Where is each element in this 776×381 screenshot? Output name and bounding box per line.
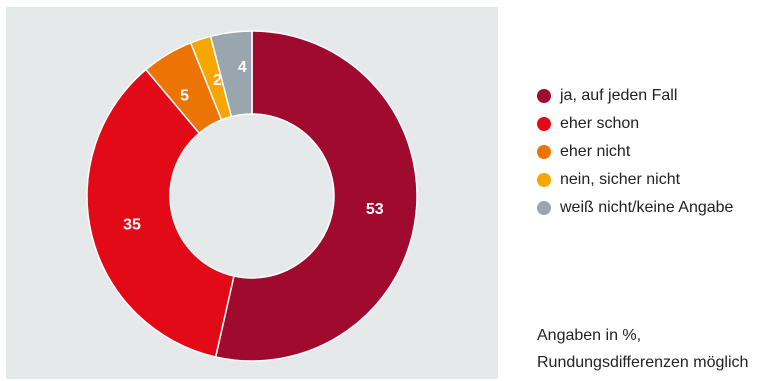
legend-item-2: eher schon (537, 110, 733, 138)
slice-5 (209, 30, 253, 118)
legend-item-5: weiß nicht/keine Angabe (537, 194, 733, 222)
slice-label-4: 2 (213, 72, 222, 89)
legend-label-4: nein, sicher nicht (560, 171, 681, 188)
slice-label-2: 35 (123, 217, 141, 234)
legend-marker-3 (537, 145, 551, 159)
chart-panel: 53 35 5 2 4 (6, 7, 498, 379)
slice-label-5: 4 (238, 59, 247, 76)
donut-chart: 53 35 5 24 (86, 30, 418, 362)
slice-label-3: 5 (180, 88, 189, 105)
footnote: Angaben in %, Rundungsdifferenzen möglic… (537, 322, 748, 376)
legend: ja, auf jeden Fall eher schon eher nicht ne… (537, 82, 733, 222)
legend-item-3: eher nicht (537, 138, 733, 166)
legend-marker-5 (537, 201, 551, 215)
legend-label-1: ja, auf jeden Fall (560, 87, 678, 104)
legend-label-2: eher schon (560, 115, 640, 132)
legend-item-4: nein, sicher nicht (537, 166, 733, 194)
legend-marker-1 (537, 89, 551, 103)
legend-label-5: weiß nicht/keine Angabe (560, 199, 734, 216)
legend-marker-2 (537, 117, 551, 131)
legend-marker-4 (537, 173, 551, 187)
slice-label-1: 53 (366, 201, 384, 218)
legend-label-3: eher nicht (560, 143, 631, 160)
footnote-line-2: Rundungsdifferenzen möglich (537, 354, 749, 371)
slice-1 (214, 30, 418, 362)
legend-item-1: ja, auf jeden Fall (537, 82, 733, 110)
slice-2 (86, 68, 235, 358)
footnote-line-1: Angaben in %, (537, 327, 642, 344)
